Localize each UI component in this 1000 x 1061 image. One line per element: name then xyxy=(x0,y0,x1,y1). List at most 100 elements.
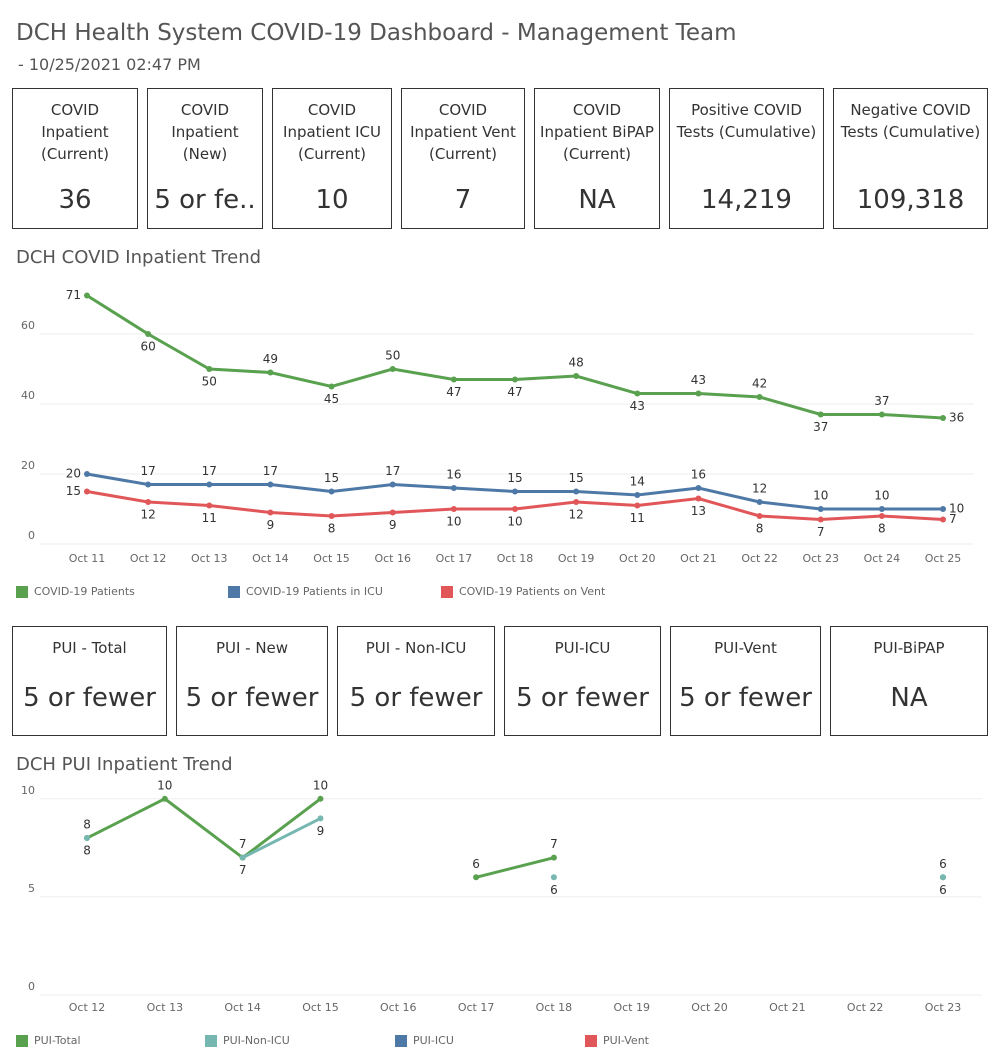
kpi-label: PUI - Total xyxy=(52,639,127,657)
data-point xyxy=(550,854,557,861)
y-tick-label: 20 xyxy=(21,459,35,472)
x-tick-label: Oct 16 xyxy=(380,1001,417,1014)
data-point xyxy=(634,390,641,397)
data-label: 36 xyxy=(949,411,964,425)
legend-swatch xyxy=(228,586,240,598)
data-point xyxy=(389,509,396,516)
data-point xyxy=(512,376,518,383)
x-tick-label: Oct 13 xyxy=(191,552,228,565)
data-label: 7 xyxy=(817,525,825,539)
data-label: 17 xyxy=(263,464,278,478)
data-point xyxy=(756,513,763,519)
data-point xyxy=(389,481,396,488)
x-tick-label: Oct 18 xyxy=(497,552,534,565)
kpi-card: Negative COVID Tests (Cumulative) 109,318 xyxy=(833,88,988,229)
data-point xyxy=(145,499,152,505)
data-point xyxy=(389,366,396,372)
x-tick-label: Oct 11 xyxy=(69,552,106,565)
kpi-label: COVID Inpatient BiPAP (Current) xyxy=(540,101,654,163)
data-point xyxy=(939,874,946,881)
kpi-value: 5 or fe.. xyxy=(154,185,256,215)
data-label: 12 xyxy=(752,482,767,496)
data-point xyxy=(83,471,90,477)
kpi-value: 14,219 xyxy=(701,185,792,215)
data-point xyxy=(161,795,168,802)
kpi-card: PUI - Total 5 or fewer xyxy=(12,626,167,736)
x-tick-label: Oct 12 xyxy=(69,1001,106,1014)
kpi-value: 5 or fewer xyxy=(185,683,319,713)
data-point xyxy=(317,795,324,802)
data-point xyxy=(756,499,763,505)
data-label: 49 xyxy=(263,352,278,366)
data-label: 7 xyxy=(550,837,558,851)
data-label: 8 xyxy=(878,522,886,536)
data-label: 6 xyxy=(939,857,947,871)
chart-title: DCH COVID Inpatient Trend xyxy=(16,247,262,268)
kpi-value: NA xyxy=(578,185,616,215)
data-label: 14 xyxy=(630,475,645,489)
y-tick-label: 10 xyxy=(21,784,35,797)
data-point xyxy=(512,506,518,512)
data-point xyxy=(573,488,580,495)
dashboard-subtitle: - 10/25/2021 02:47 PM xyxy=(18,55,201,74)
x-tick-label: Oct 14 xyxy=(252,552,289,565)
data-label: 17 xyxy=(140,464,155,478)
y-tick-label: 0 xyxy=(28,980,35,993)
data-label: 45 xyxy=(324,392,339,406)
kpi-value: 36 xyxy=(58,185,92,215)
kpi-card: COVID Inpatient (New) 5 or fe.. xyxy=(147,88,263,229)
data-label: 10 xyxy=(949,502,964,516)
data-point xyxy=(450,506,457,512)
kpi-label: PUI-ICU xyxy=(554,639,611,657)
data-point xyxy=(206,366,213,372)
data-point xyxy=(83,292,90,299)
data-point xyxy=(328,383,335,390)
data-point xyxy=(206,481,213,488)
data-label: 10 xyxy=(446,515,461,529)
data-point xyxy=(328,513,335,519)
kpi-card: COVID Inpatient (Current) 36 xyxy=(12,88,138,229)
data-label: 9 xyxy=(389,518,397,532)
legend-swatch xyxy=(395,1035,407,1047)
data-point xyxy=(145,331,152,337)
kpi-card: COVID Inpatient BiPAP (Current) NA xyxy=(534,88,660,229)
y-tick-label: 5 xyxy=(28,882,35,895)
legend-swatch xyxy=(441,586,453,598)
x-tick-label: Oct 24 xyxy=(864,552,901,565)
data-point xyxy=(940,516,947,523)
legend-label: COVID-19 Patients in ICU xyxy=(246,585,383,598)
x-tick-label: Oct 18 xyxy=(536,1001,573,1014)
x-tick-label: Oct 20 xyxy=(619,552,656,565)
kpi-value: 109,318 xyxy=(856,185,965,215)
legend-label: PUI-Non-ICU xyxy=(223,1034,290,1047)
kpi-label: PUI-Vent xyxy=(714,639,777,657)
kpi-card: PUI-ICU 5 or fewer xyxy=(504,626,661,736)
kpi-label: COVID Inpatient ICU (Current) xyxy=(283,101,381,163)
data-point xyxy=(695,485,702,491)
data-point xyxy=(450,485,457,491)
data-label: 7 xyxy=(239,837,247,851)
kpi-value: 10 xyxy=(315,185,349,215)
x-tick-label: Oct 15 xyxy=(302,1001,339,1014)
x-tick-label: Oct 25 xyxy=(925,552,962,565)
data-label: 12 xyxy=(569,508,584,522)
data-label: 11 xyxy=(630,511,645,525)
data-point xyxy=(267,481,274,488)
data-label: 11 xyxy=(202,511,217,525)
kpi-card: PUI - New 5 or fewer xyxy=(176,626,328,736)
kpi-card: PUI-Vent 5 or fewer xyxy=(670,626,821,736)
data-point xyxy=(634,492,641,498)
kpi-value: 5 or fewer xyxy=(23,683,156,713)
y-tick-label: 0 xyxy=(28,529,35,542)
data-point xyxy=(550,874,557,881)
x-tick-label: Oct 21 xyxy=(680,552,717,565)
kpi-card: COVID Inpatient ICU (Current) 10 xyxy=(272,88,392,229)
x-tick-label: Oct 23 xyxy=(925,1001,962,1014)
kpi-label: PUI-BiPAP xyxy=(873,639,945,657)
data-point xyxy=(206,502,213,509)
data-label: 10 xyxy=(813,489,828,503)
series-line xyxy=(86,294,944,420)
data-point xyxy=(512,488,518,495)
kpi-label: COVID Inpatient (Current) xyxy=(40,101,110,163)
